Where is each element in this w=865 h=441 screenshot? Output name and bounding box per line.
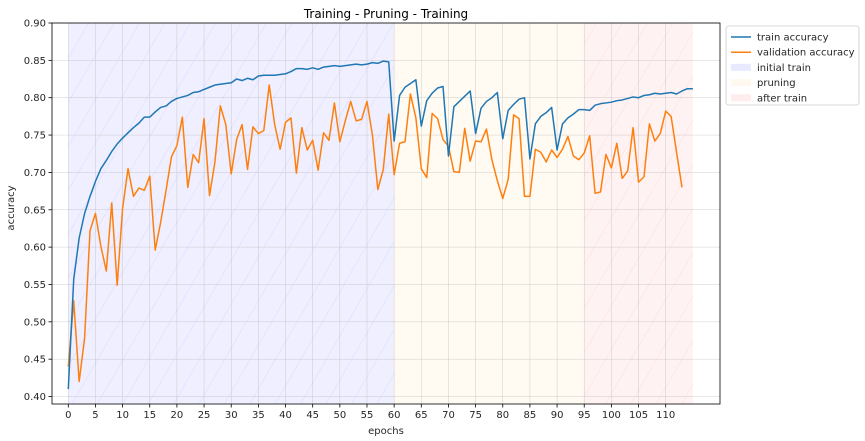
x-axis-label: epochs [368,426,404,437]
y-axis-ticks: 0.40 0.45 0.50 0.55 0.60 0.65 0.70 0.75 0.80 0.85… [24,19,52,403]
legend: train accuracy validation accuracy initial… [725,25,860,106]
x-tick-label: 10 [116,410,129,421]
legend-box [725,25,860,106]
x-tick-label: 100 [602,410,621,421]
x-tick-label: 105 [629,410,648,421]
x-tick-label: 15 [143,410,156,421]
series-line-validation-accuracy [67,84,683,383]
x-tick-label: 75 [469,410,482,421]
legend-label-train-accuracy: train accuracy [757,33,829,44]
legend-label-after-train: after train [757,93,807,104]
x-tick-label: 95 [578,410,591,421]
x-tick-label: 60 [388,410,401,421]
y-tick-label: 0.50 [24,317,46,328]
legend-swatch-after-train [731,94,751,102]
x-tick-label: 90 [551,410,564,421]
legend-label-validation-accuracy: validation accuracy [757,48,855,59]
x-tick-label: 45 [306,410,319,421]
x-tick-label: 50 [333,410,346,421]
legend-swatch-pruning [731,79,751,87]
y-tick-label: 0.80 [24,93,46,104]
chart-title: Training - Pruning - Training [303,7,468,21]
y-tick-label: 0.90 [24,19,46,30]
x-tick-label: 110 [656,410,675,421]
x-tick-label: 0 [65,410,71,421]
x-tick-label: 40 [279,410,292,421]
x-tick-label: 80 [496,410,509,421]
y-tick-label: 0.45 [24,355,46,366]
x-axis-ticks: 0 5 10 15 20 25 30 35 40 45 50 55 60 65 70 75 80 85 90 95 10… [65,404,675,421]
y-tick-label: 0.85 [24,56,46,67]
y-tick-label: 0.75 [24,131,46,142]
y-tick-label: 0.60 [24,243,46,254]
legend-label-initial-train: initial train [757,63,811,74]
x-tick-label: 20 [171,410,184,421]
y-tick-label: 0.40 [24,392,46,403]
x-tick-label: 35 [252,410,265,421]
y-tick-label: 0.70 [24,168,46,179]
y-tick-label: 0.65 [24,205,46,216]
y-axis-label: accuracy [6,185,17,230]
legend-label-pruning: pruning [757,78,796,89]
x-tick-label: 85 [524,410,537,421]
x-tick-label: 30 [225,410,238,421]
series-lines [67,60,693,390]
x-tick-label: 5 [92,410,98,421]
plot-frame [51,22,721,405]
legend-swatch-initial-train [731,63,751,71]
x-tick-label: 65 [415,410,428,421]
x-tick-label: 25 [198,410,211,421]
region-pruning [394,23,585,404]
x-tick-label: 55 [361,410,374,421]
series-line-train-accuracy [67,60,693,390]
x-tick-label: 70 [442,410,455,421]
y-tick-label: 0.55 [24,280,46,291]
